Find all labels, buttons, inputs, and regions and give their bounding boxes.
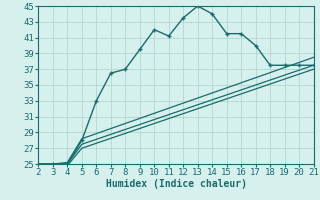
X-axis label: Humidex (Indice chaleur): Humidex (Indice chaleur) [106,179,246,189]
